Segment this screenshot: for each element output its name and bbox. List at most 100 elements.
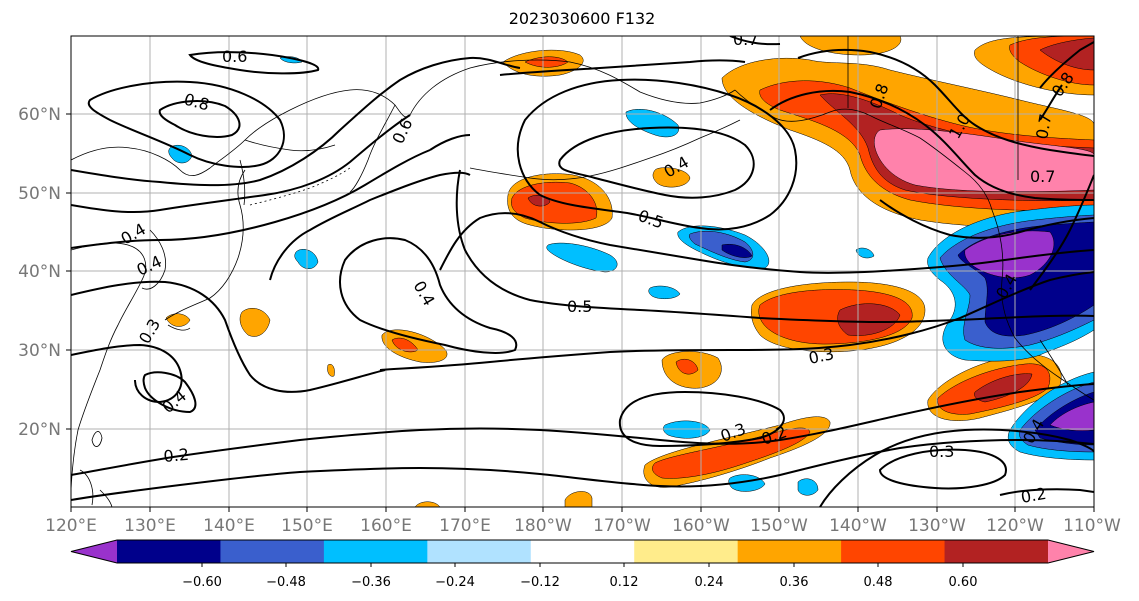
contour-line <box>455 169 1094 324</box>
positive-anomaly-region <box>652 167 691 188</box>
colorbar-tick-label: 0.36 <box>780 575 809 590</box>
lon-tick-label: 140°E <box>203 516 255 536</box>
coastline-alaska <box>734 89 993 211</box>
coastline-asia <box>71 59 736 177</box>
positive-anomaly-region <box>165 313 191 327</box>
colorbar-segment <box>323 540 428 563</box>
coastline-kamchatka <box>349 104 396 193</box>
lon-tick-label: 170°W <box>593 516 651 536</box>
lon-tick-label: 150°E <box>281 516 333 536</box>
contour-line <box>71 280 386 393</box>
colorbar-extend-max <box>1048 540 1094 563</box>
colorbar-segment <box>117 540 221 563</box>
contour-label: 0.2 <box>163 445 190 466</box>
negative-anomaly-region <box>546 242 618 273</box>
contour-line <box>1039 41 1094 89</box>
contour-label: 0.5 <box>567 297 592 316</box>
positive-anomaly-region <box>1039 37 1094 71</box>
contour-line <box>71 149 431 249</box>
colorbar-tick-label: −0.24 <box>435 575 475 590</box>
contour-line <box>158 100 241 138</box>
colorbar-tick-label: 0.24 <box>695 575 724 590</box>
contour-line <box>142 371 197 414</box>
colorbar-segment <box>841 540 946 563</box>
lon-tick-label: 130°W <box>908 516 966 536</box>
colorbar <box>70 539 1095 567</box>
coastline-sea-of-okhotsk <box>244 139 336 152</box>
lat-tick-label: 30°N <box>18 341 61 361</box>
negative-anomaly-region <box>294 249 319 269</box>
colorbar-tick-label: 0.12 <box>610 575 639 590</box>
contour-lines <box>71 36 1094 507</box>
coastline-japan <box>164 169 246 321</box>
lon-tick-label: 110°W <box>1063 516 1121 536</box>
contour-line <box>1039 84 1063 121</box>
lon-tick-label: 120°W <box>986 516 1044 536</box>
coastline-taiwan <box>91 431 103 447</box>
colorbar-segment <box>737 540 842 563</box>
negative-anomaly-region <box>625 109 680 138</box>
contour-line <box>339 237 518 354</box>
axis-ticks <box>66 113 1095 512</box>
lon-tick-label: 150°W <box>750 516 808 536</box>
positive-anomaly-region <box>239 308 271 337</box>
lon-tick-label: 130°E <box>124 516 176 536</box>
lon-tick-label: 180°W <box>514 516 572 536</box>
negative-anomaly-region <box>663 420 711 439</box>
colorbar-tick-label: −0.60 <box>182 575 222 590</box>
contour-line <box>499 59 746 76</box>
map-gridlines <box>71 36 1094 507</box>
contour-line <box>879 199 1094 239</box>
contour-label: 0.3 <box>929 442 954 461</box>
map-panel: 0.6 0.8 0.6 0.7 0.8 1.0 0.7 0.7 0.8 0.4 … <box>18 35 1121 536</box>
contour-label: 0.7 <box>1030 167 1055 186</box>
contour-line <box>516 78 798 231</box>
colorbar-outline <box>70 539 1095 564</box>
map-title: 2023030600 F132 <box>508 9 656 28</box>
coastline-china <box>71 242 146 491</box>
contour-line <box>797 49 1094 157</box>
contour-line <box>71 438 1094 501</box>
colorbar-tick-label: −0.36 <box>351 575 391 590</box>
coastline-japan-south <box>167 324 191 331</box>
contour-line <box>379 271 1094 371</box>
colorbar-tick-label: 0.48 <box>864 575 893 590</box>
contour-line <box>729 36 781 46</box>
colorbar-extend-min <box>71 540 117 563</box>
contour-line <box>999 488 1094 496</box>
positive-anomaly-region <box>564 491 593 507</box>
colorbar-segment <box>634 540 739 563</box>
contour-label: 0.3 <box>807 344 836 368</box>
lon-tick-label: 160°E <box>360 516 412 536</box>
negative-anomaly-region <box>168 145 193 164</box>
contour-line <box>429 134 471 151</box>
contour-line <box>71 56 521 187</box>
longitude-labels: 120°E 130°E 140°E 150°E 160°E 170°E 180°… <box>45 516 1121 536</box>
positive-anomaly-region <box>327 364 335 377</box>
latitude-labels: 20°N 30°N 40°N 50°N 60°N <box>18 105 61 440</box>
contour-line <box>1029 174 1094 291</box>
colorbar-tick-label: −0.12 <box>520 575 560 590</box>
colorbar-tick-label: −0.48 <box>266 575 306 590</box>
negative-anomaly-region <box>648 285 681 299</box>
positive-anomaly-region <box>837 303 901 336</box>
contour-line <box>618 390 785 448</box>
colorbar-segment <box>220 540 325 563</box>
positive-anomaly-region <box>675 359 699 375</box>
contour-line <box>558 126 755 199</box>
lon-tick-label: 120°E <box>45 516 97 536</box>
negative-anomaly-region <box>855 247 875 259</box>
contour-line <box>819 428 1094 507</box>
colorbar-tick-label: 0.60 <box>949 575 978 590</box>
lat-tick-label: 50°N <box>18 184 61 204</box>
lon-tick-label: 140°W <box>829 516 887 536</box>
contour-label: 0.2 <box>1019 484 1047 507</box>
contour-label: 0.6 <box>222 47 247 66</box>
contour-line <box>71 383 1094 476</box>
colorbar-segment <box>530 540 635 563</box>
colorbar-segment <box>427 540 532 563</box>
contour-line <box>439 212 1094 274</box>
contour-line <box>188 51 320 75</box>
contour-line <box>71 343 183 404</box>
contour-line <box>71 114 411 214</box>
